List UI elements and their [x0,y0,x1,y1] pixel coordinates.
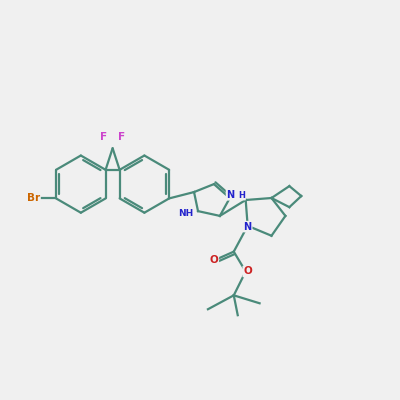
Text: H: H [238,191,245,200]
Text: F: F [100,132,108,142]
Text: Br: Br [27,194,40,204]
Text: O: O [210,254,218,264]
Text: F: F [118,132,125,142]
Text: NH: NH [178,209,193,218]
Text: N: N [244,222,252,232]
Text: O: O [243,266,252,276]
Text: N: N [226,190,235,200]
